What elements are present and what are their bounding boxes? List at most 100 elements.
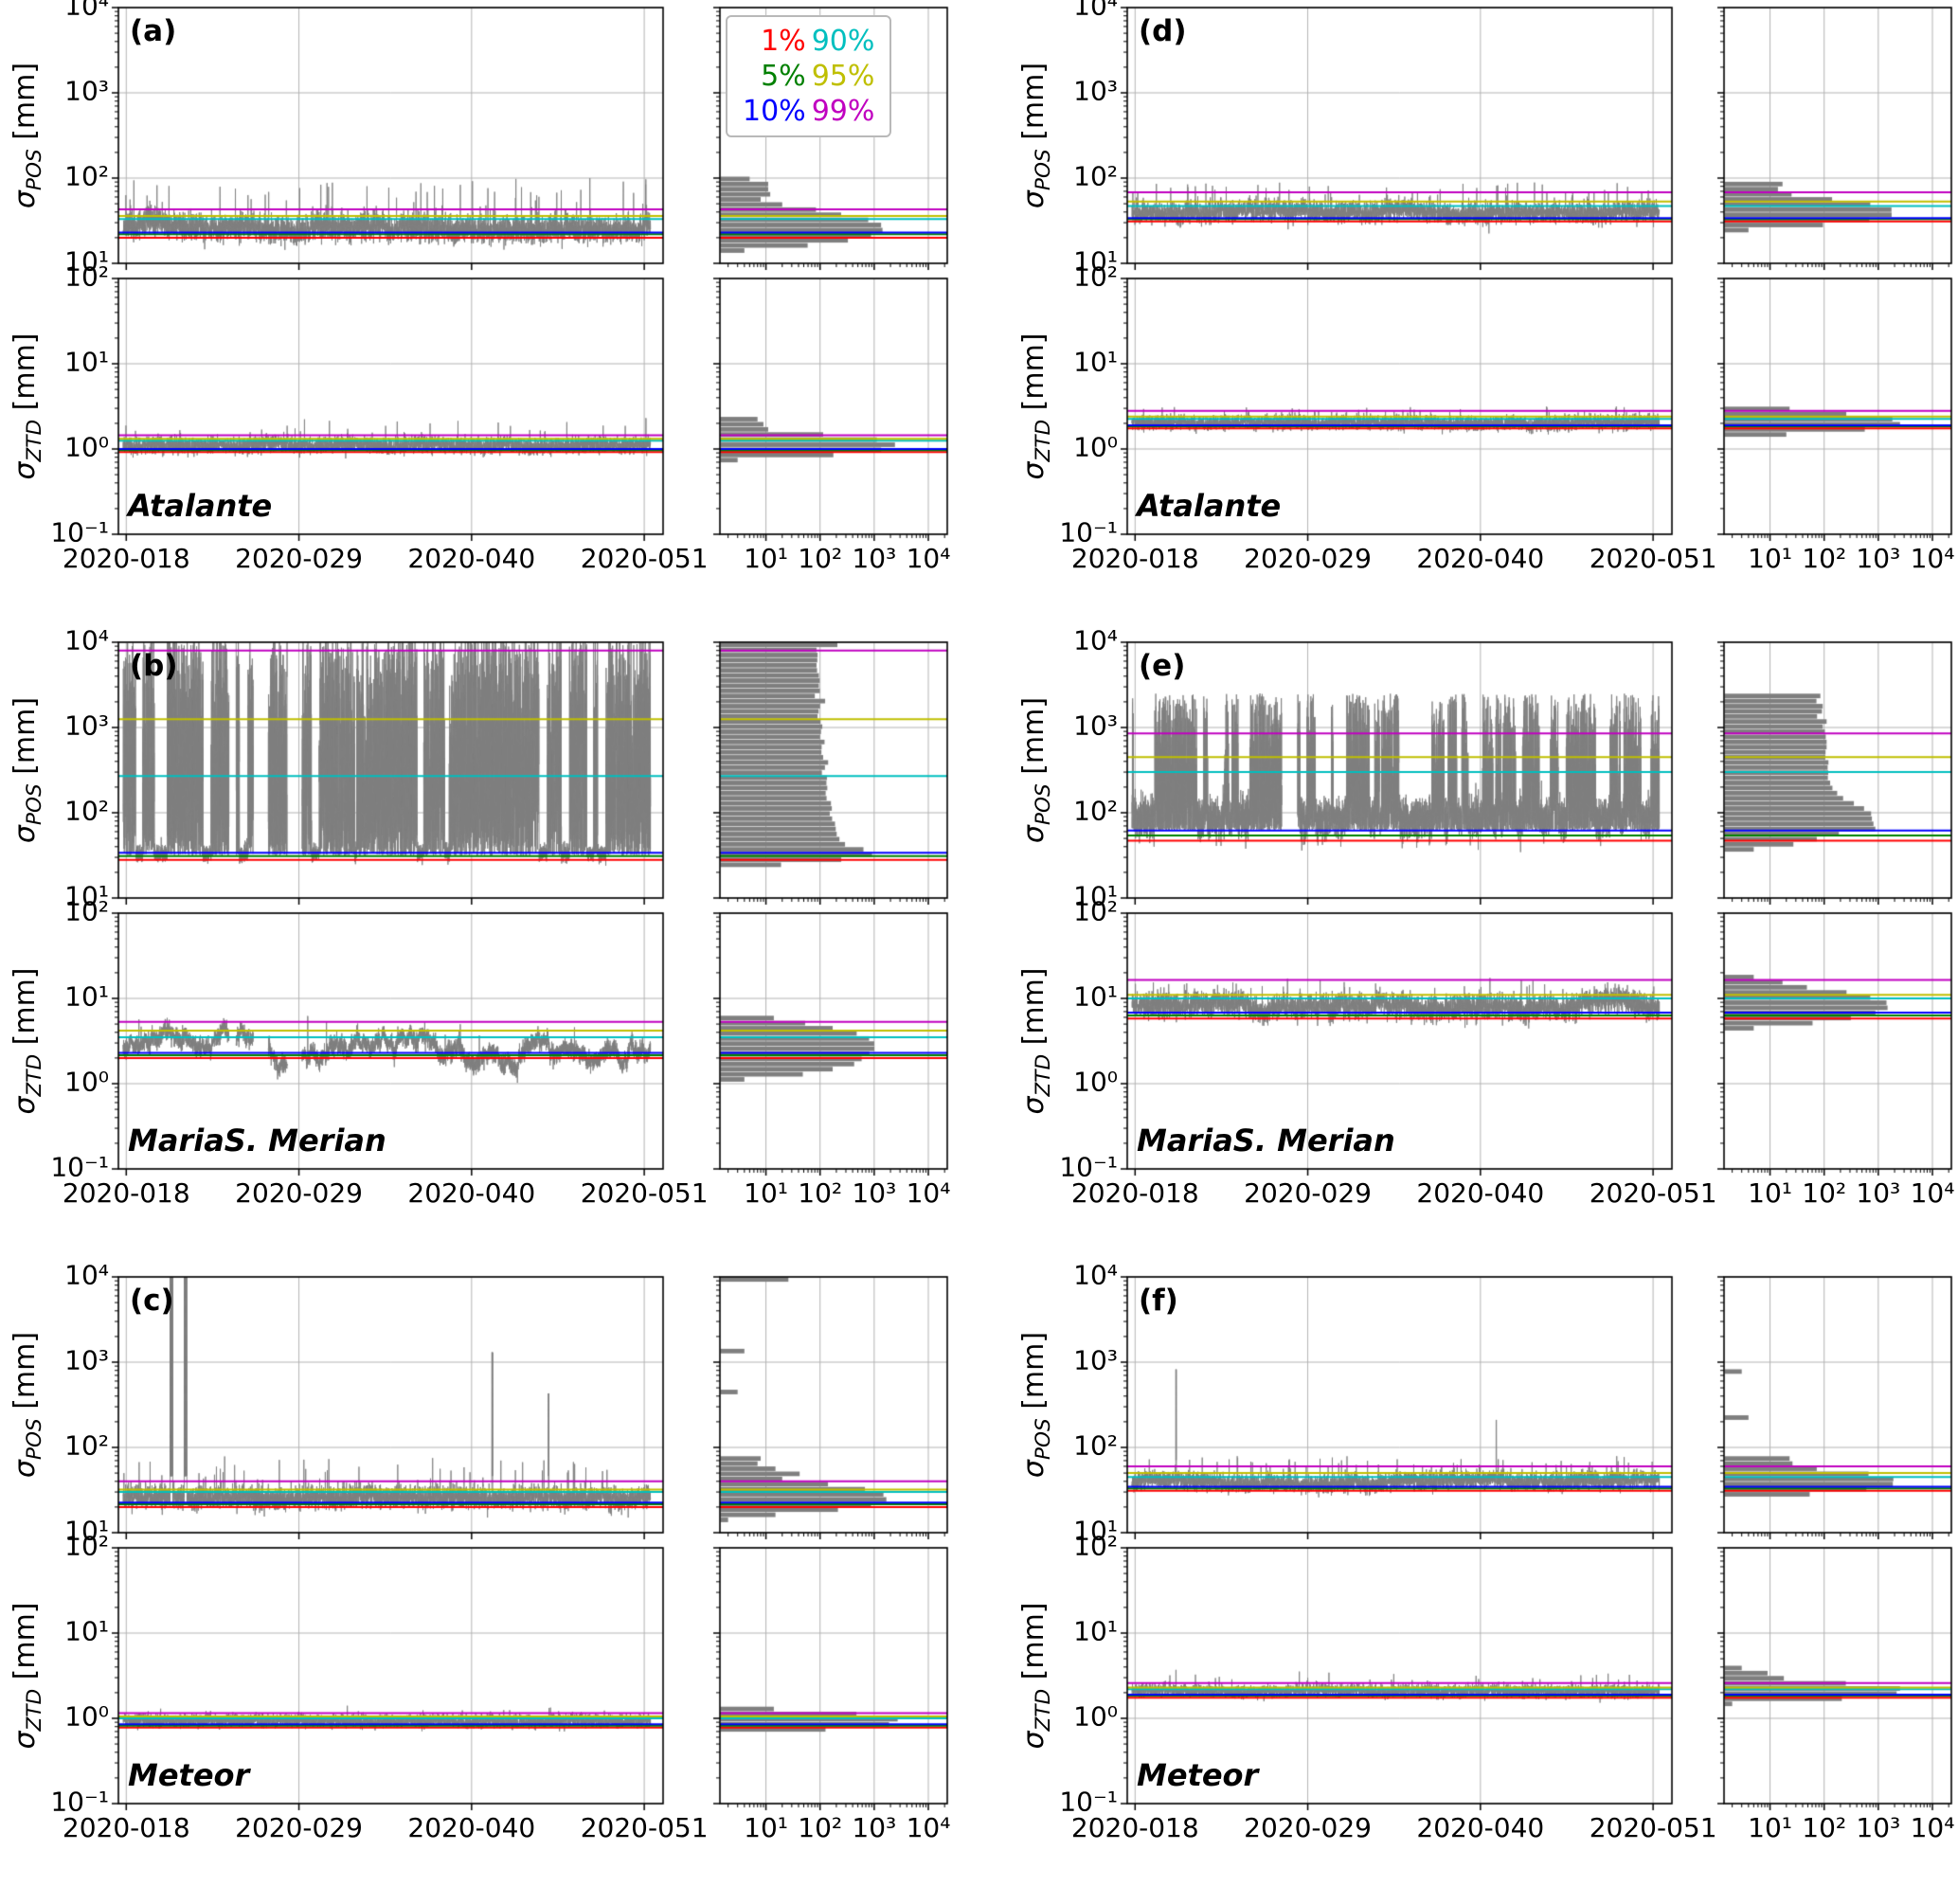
pos-y-tick-label: 10⁴ — [64, 624, 109, 656]
ztd-y-tick-label: 10⁰ — [64, 1700, 109, 1733]
time-x-tick-label: 2020-040 — [1416, 543, 1545, 574]
ztd-y-tick-label: 10⁻¹ — [1059, 516, 1118, 548]
panel-letter: (e) — [1139, 649, 1186, 683]
ztd-y-tick-label: 10² — [1073, 1530, 1118, 1562]
percentile-legend: 1% 5% 10% 90% 95% 99% — [726, 15, 892, 137]
legend-item-5pct: 5% — [761, 60, 806, 93]
hist-x-tick-label: 10⁴ — [1910, 1812, 1955, 1843]
ztd-y-tick-label: 10⁻¹ — [50, 1151, 109, 1183]
pos-y-tick-label: 10¹ — [64, 1515, 109, 1547]
ztd-y-axis-label: σZTD [mm] — [9, 967, 47, 1115]
legend-item-95pct: 95% — [811, 60, 875, 93]
time-x-tick-label: 2020-040 — [1416, 1812, 1545, 1843]
ztd-y-tick-label: 10⁻¹ — [1059, 1786, 1118, 1818]
time-x-tick-label: 2020-018 — [62, 1812, 190, 1843]
time-x-tick-label: 2020-040 — [407, 1812, 536, 1843]
ztd-y-axis-label: σZTD [mm] — [9, 332, 47, 480]
pos-y-tick-label: 10⁴ — [64, 1259, 109, 1291]
pos-y-tick-label: 10⁴ — [1073, 624, 1118, 656]
ztd-y-axis-label: σZTD [mm] — [1017, 967, 1056, 1115]
hist-x-tick-label: 10¹ — [744, 543, 788, 574]
legend-item-1pct: 1% — [761, 25, 806, 58]
pos-y-tick-label: 10³ — [64, 1344, 109, 1376]
ship-label: Atalante — [128, 488, 273, 524]
hist-x-tick-label: 10² — [1802, 1812, 1847, 1843]
pos-y-tick-label: 10⁴ — [1073, 1259, 1118, 1291]
pos-y-tick-label: 10² — [64, 795, 109, 827]
pos-y-tick-label: 10¹ — [64, 245, 109, 278]
time-x-tick-label: 2020-029 — [235, 1812, 363, 1843]
pos-y-tick-label: 10² — [1073, 160, 1118, 192]
pos-y-tick-label: 10² — [64, 160, 109, 192]
pos-y-tick-label: 10⁴ — [1073, 0, 1118, 22]
hist-x-tick-label: 10¹ — [1748, 1177, 1792, 1209]
pos-y-tick-label: 10² — [1073, 1429, 1118, 1462]
hist-x-tick-label: 10³ — [1856, 1177, 1901, 1209]
hist-x-tick-label: 10² — [798, 1177, 843, 1209]
panel-letter: (c) — [130, 1284, 174, 1318]
ztd-y-tick-label: 10² — [64, 1530, 109, 1562]
pos-y-tick-label: 10¹ — [1073, 1515, 1118, 1547]
ztd-y-tick-label: 10¹ — [64, 980, 109, 1013]
panel-letter: (d) — [1139, 14, 1187, 48]
time-x-tick-label: 2020-029 — [1244, 1177, 1372, 1209]
hist-x-tick-label: 10² — [798, 1812, 843, 1843]
panel-letter: (f) — [1139, 1284, 1178, 1318]
hist-x-tick-label: 10² — [1802, 1177, 1847, 1209]
ztd-y-tick-label: 10⁻¹ — [50, 516, 109, 548]
pos-y-axis-label: σPOS [mm] — [9, 1331, 47, 1479]
pos-y-axis-label: σPOS [mm] — [1017, 62, 1056, 209]
ztd-y-tick-label: 10¹ — [1073, 1615, 1118, 1647]
time-x-tick-label: 2020-040 — [407, 543, 536, 574]
ztd-y-tick-label: 10² — [64, 895, 109, 927]
pos-y-tick-label: 10² — [64, 1429, 109, 1462]
hist-x-tick-label: 10¹ — [1748, 543, 1792, 574]
hist-x-tick-label: 10⁴ — [1910, 1177, 1955, 1209]
pos-y-tick-label: 10³ — [1073, 75, 1118, 107]
legend-item-90pct: 90% — [811, 25, 875, 58]
time-x-tick-label: 2020-018 — [62, 543, 190, 574]
time-x-tick-label: 2020-051 — [1589, 543, 1717, 574]
time-x-tick-label: 2020-051 — [1589, 1812, 1717, 1843]
ship-label: Meteor — [128, 1757, 250, 1793]
time-x-tick-label: 2020-029 — [1244, 543, 1372, 574]
pos-y-tick-label: 10⁴ — [64, 0, 109, 22]
pos-y-tick-label: 10² — [1073, 795, 1118, 827]
pos-y-axis-label: σPOS [mm] — [9, 696, 47, 844]
ztd-y-tick-label: 10⁰ — [64, 431, 109, 463]
pos-y-tick-label: 10¹ — [1073, 880, 1118, 912]
ztd-y-tick-label: 10⁰ — [1073, 431, 1118, 463]
hist-x-tick-label: 10³ — [852, 543, 897, 574]
hist-x-tick-label: 10³ — [1856, 543, 1901, 574]
ztd-y-axis-label: σZTD [mm] — [1017, 332, 1056, 480]
hist-x-tick-label: 10⁴ — [906, 543, 951, 574]
ztd-y-tick-label: 10² — [1073, 895, 1118, 927]
pos-y-axis-label: σPOS [mm] — [9, 62, 47, 209]
pos-y-tick-label: 10³ — [64, 75, 109, 107]
ztd-y-axis-label: σZTD [mm] — [9, 1602, 47, 1750]
time-x-tick-label: 2020-051 — [580, 1812, 709, 1843]
hist-x-tick-label: 10¹ — [744, 1177, 788, 1209]
ship-label: MariaS. Merian — [1137, 1123, 1395, 1159]
ztd-y-tick-label: 10⁰ — [64, 1066, 109, 1098]
ztd-y-tick-label: 10⁻¹ — [1059, 1151, 1118, 1183]
time-x-tick-label: 2020-051 — [580, 543, 709, 574]
ztd-y-tick-label: 10¹ — [64, 1615, 109, 1647]
hist-x-tick-label: 10³ — [1856, 1812, 1901, 1843]
pos-y-axis-label: σPOS [mm] — [1017, 1331, 1056, 1479]
time-x-tick-label: 2020-051 — [1589, 1177, 1717, 1209]
pos-y-tick-label: 10³ — [1073, 710, 1118, 742]
ztd-y-tick-label: 10¹ — [1073, 346, 1118, 378]
ztd-y-axis-label: σZTD [mm] — [1017, 1602, 1056, 1750]
ztd-y-tick-label: 10¹ — [64, 346, 109, 378]
time-x-tick-label: 2020-051 — [580, 1177, 709, 1209]
ship-label: Meteor — [1137, 1757, 1259, 1793]
time-x-tick-label: 2020-018 — [1070, 1177, 1199, 1209]
ztd-y-tick-label: 10² — [64, 260, 109, 293]
pos-y-axis-label: σPOS [mm] — [1017, 696, 1056, 844]
hist-x-tick-label: 10⁴ — [906, 1177, 951, 1209]
time-x-tick-label: 2020-029 — [235, 543, 363, 574]
hist-x-tick-label: 10⁴ — [906, 1812, 951, 1843]
